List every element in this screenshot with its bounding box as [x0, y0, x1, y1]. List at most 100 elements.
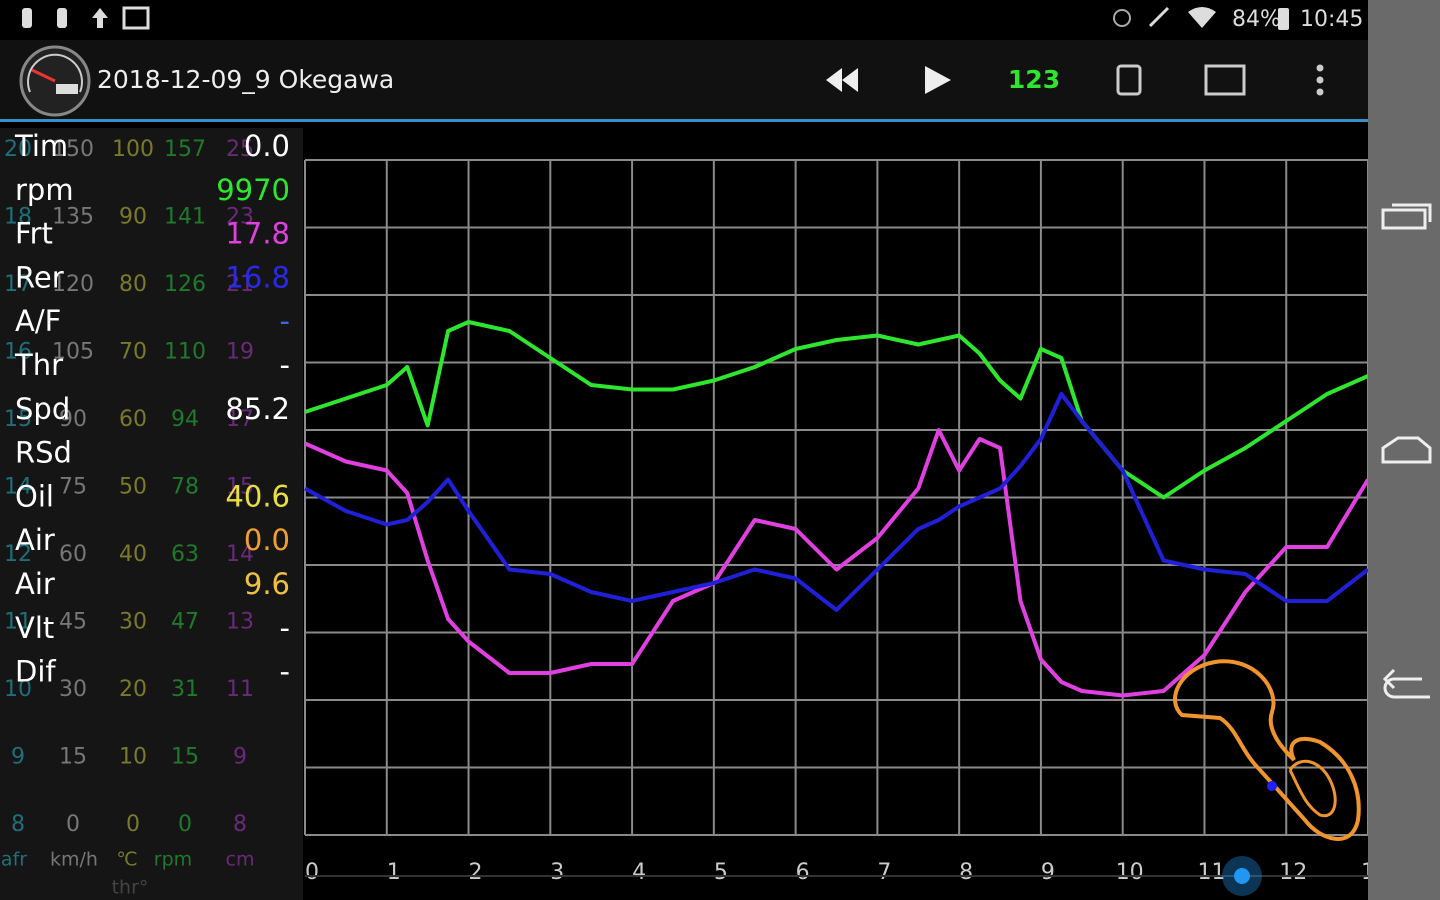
nav-bar: [1368, 0, 1440, 900]
menu-button[interactable]: [1316, 64, 1324, 96]
x-tick-label: 11: [1197, 860, 1225, 885]
scale-unit: thr°: [112, 877, 149, 899]
scale-tick: 126: [164, 272, 206, 297]
scale-tick: 8: [11, 812, 25, 837]
x-tick-label: 12: [1279, 860, 1307, 885]
track-map: [1173, 659, 1361, 841]
channel-value: -: [280, 611, 290, 645]
channel-name: Oil: [15, 479, 54, 513]
back-button[interactable]: [1382, 668, 1430, 699]
chart-area: [305, 128, 1368, 900]
x-tick-label: 10: [1116, 860, 1144, 885]
app-title: 2018-12-09_9 Okegawa: [97, 65, 394, 94]
scale-tick: 50: [119, 475, 147, 500]
channel-name: Thr: [14, 348, 63, 382]
scale-tick: 14: [226, 542, 254, 567]
app-icon[interactable]: [19, 45, 91, 117]
scale-tick: 141: [164, 205, 206, 230]
channel-value: -: [280, 655, 290, 689]
home-button[interactable]: [1381, 436, 1432, 464]
scale-tick: 60: [119, 407, 147, 432]
rewind-button[interactable]: [826, 68, 858, 92]
scale-tick: 30: [119, 610, 147, 635]
scale-unit: afr: [1, 849, 27, 871]
y-tick-label: 30: [59, 677, 87, 702]
scale-tick: 157: [164, 137, 206, 162]
channel-name: Spd: [15, 392, 70, 426]
channel-value: 9970: [216, 173, 290, 207]
scale-unit: ℃: [116, 849, 137, 871]
channel-panel: [0, 128, 303, 900]
scale-tick: 78: [171, 475, 199, 500]
channel-name: Vlt: [15, 611, 54, 645]
x-tick-label: 9: [1041, 860, 1055, 885]
recents-button[interactable]: [1381, 208, 1427, 230]
channel-name: Dif: [15, 655, 56, 689]
scale-tick: 9: [233, 745, 247, 770]
series-line: [304, 392, 1370, 612]
recents-shadow: [1392, 203, 1432, 222]
x-tick-label: 0: [305, 860, 319, 885]
battery: 84%: [1232, 7, 1281, 32]
rotate-button[interactable]: [1116, 64, 1142, 96]
scale-unit: rpm: [154, 849, 192, 871]
y-tick-label: 90: [59, 407, 87, 432]
scale-tick: 0: [178, 812, 192, 837]
y-tick-label: 60: [59, 542, 87, 567]
scale-unit: km/h: [50, 849, 98, 871]
channel-name: Frt: [15, 217, 53, 251]
scale-tick: 18: [4, 205, 32, 230]
scale-unit: cm: [226, 849, 255, 871]
channel-name: A/F: [15, 304, 61, 338]
mode-button[interactable]: 123: [1008, 65, 1060, 94]
channel-name: RSd: [15, 436, 72, 470]
scale-tick: 14: [4, 475, 32, 500]
channel-name: Rer: [15, 260, 64, 294]
scale-tick: 9: [11, 745, 25, 770]
scale-tick: 12: [4, 542, 32, 567]
scale-tick: 19: [226, 340, 254, 365]
scale-tick: 100: [112, 137, 154, 162]
scale-tick: 21: [226, 272, 254, 297]
channel-value: 16.8: [225, 260, 290, 294]
scale-tick: 90: [119, 205, 147, 230]
scale-tick: 23: [226, 205, 254, 230]
scale-tick: 10: [119, 745, 147, 770]
play-button[interactable]: [925, 66, 951, 94]
y-tick-label: 45: [59, 610, 87, 635]
scale-tick: 13: [226, 610, 254, 635]
y-tick-label: 15: [59, 745, 87, 770]
scale-tick: 10: [4, 677, 32, 702]
scale-tick: 94: [171, 407, 199, 432]
channel-name: Air: [15, 523, 55, 557]
y-tick-label: 135: [52, 205, 94, 230]
x-tick-label: 7: [877, 860, 891, 885]
status-bar: [0, 0, 1368, 40]
channel-value: -: [280, 348, 290, 382]
app-bar-divider: [0, 119, 1368, 122]
scale-tick: 20: [4, 137, 32, 162]
y-tick-label: 120: [52, 272, 94, 297]
channel-list: 2018171615141211109810090807060504030201…: [1, 129, 290, 899]
channel-value: 9.6: [244, 567, 290, 601]
y-tick-label: 150: [52, 137, 94, 162]
x-tick-label: 4: [632, 860, 646, 885]
time-slider[interactable]: [305, 856, 1368, 896]
scale-tick: 15: [226, 475, 254, 500]
y-tick-label: 105: [52, 340, 94, 365]
scale-tick: 11: [226, 677, 254, 702]
status-icons: [22, 6, 1289, 30]
scale-tick: 11: [4, 610, 32, 635]
scale-tick: 110: [164, 340, 206, 365]
map-button[interactable]: [1204, 64, 1246, 96]
series-line: [304, 320, 1369, 500]
clock: 10:45: [1300, 7, 1363, 32]
x-tick-label: 6: [796, 860, 810, 885]
x-tick-label: 3: [550, 860, 564, 885]
x-tick-label: 8: [959, 860, 973, 885]
channel-value: 85.2: [225, 392, 290, 426]
scale-tick: 47: [171, 610, 199, 635]
channel-value: 40.6: [225, 479, 290, 513]
channel-value: -: [280, 304, 290, 338]
